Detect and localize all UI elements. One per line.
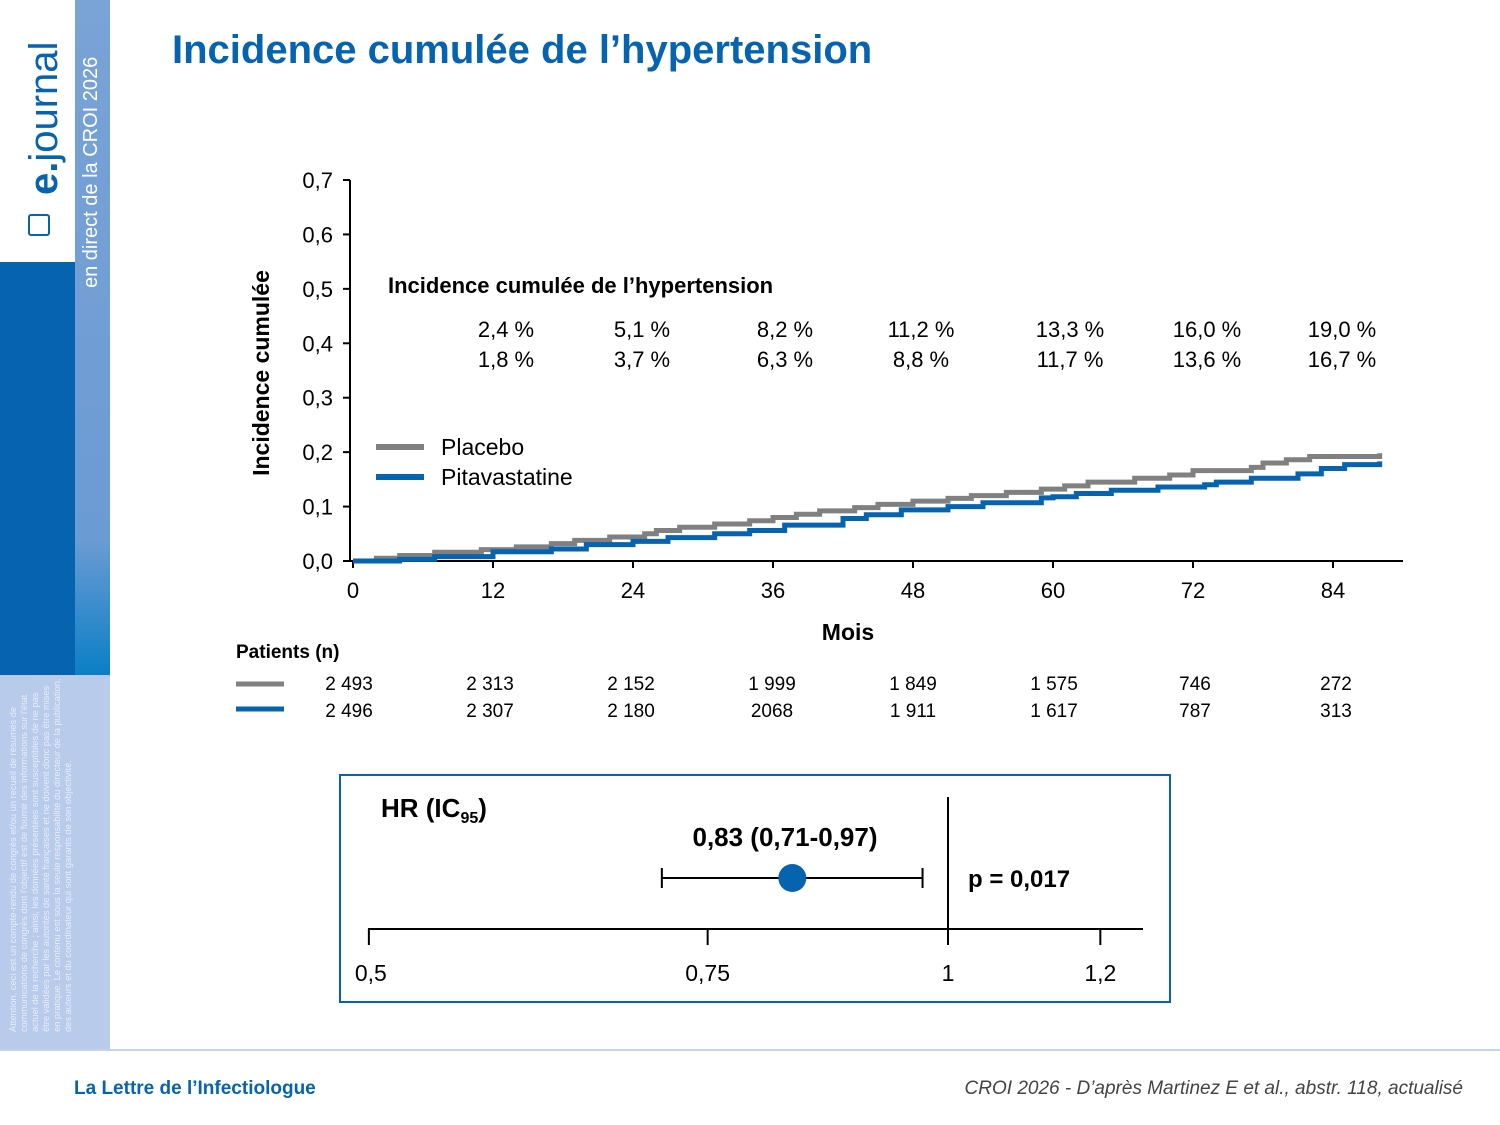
series-line-pitavastatine (353, 461, 1383, 564)
annotation-placebo: 8,2 % (757, 317, 813, 342)
annotation-pitavastatine: 11,7 % (1037, 347, 1104, 372)
x-tick-label: 24 (621, 578, 645, 603)
at-risk-pitavastatine: 2 180 (607, 701, 655, 722)
sidebar-accent (0, 262, 75, 675)
legend-label-pitavastatine: Pitavastatine (441, 464, 573, 490)
chart-title: Incidence cumulée de l’hypertension (388, 273, 773, 298)
sidebar-logo-area (0, 0, 75, 262)
y-tick-label: 0,7 (302, 168, 333, 193)
annotation-placebo: 19,0 % (1308, 317, 1377, 342)
document-chart-icon (28, 214, 50, 236)
at-risk-pitavastatine: 1 617 (1030, 701, 1078, 722)
source-citation: CROI 2026 - D’après Martinez E et al., a… (964, 1078, 1463, 1099)
y-axis-label: Incidence cumulée (248, 270, 274, 476)
at-risk-placebo: 2 493 (325, 674, 373, 695)
hr-box (339, 774, 1171, 1003)
x-tick-label: 48 (901, 578, 925, 603)
annotation-placebo: 11,2 % (888, 317, 955, 342)
at-risk-pitavastatine: 313 (1320, 701, 1352, 722)
hr-label: HR (IC95) (381, 793, 487, 827)
at-risk-label: Patients (n) (236, 642, 339, 663)
at-risk-placebo: 2 313 (466, 674, 514, 695)
annotation-pitavastatine: 8,8 % (893, 347, 949, 372)
at-risk-placebo: 746 (1179, 674, 1211, 695)
forest-tick-label: 1,2 (1084, 960, 1116, 986)
at-risk-pitavastatine: 2 496 (325, 701, 373, 722)
sidebar-disclaimer-area (0, 675, 110, 1050)
at-risk-pitavastatine: 2068 (751, 701, 793, 722)
annotation-pitavastatine: 3,7 % (614, 347, 670, 372)
x-tick-label: 60 (1041, 578, 1065, 603)
hr-value: 0,83 (0,71-0,97) (692, 822, 877, 852)
legend-label-placebo: Placebo (441, 434, 524, 460)
y-tick-label: 0,0 (302, 549, 333, 574)
y-tick-label: 0,6 (302, 222, 333, 247)
journal-name: La Lettre de l’Infectiologue (74, 1078, 316, 1099)
annotation-placebo: 2,4 % (478, 317, 534, 342)
forest-tick-label: 0,75 (685, 960, 730, 986)
annotation-placebo: 16,0 % (1173, 317, 1242, 342)
sidebar-strip (75, 0, 110, 675)
x-tick-label: 72 (1181, 578, 1205, 603)
at-risk-pitavastatine: 787 (1179, 701, 1211, 722)
y-tick-label: 0,5 (302, 277, 333, 302)
at-risk-placebo: 1 999 (748, 674, 796, 695)
x-tick-label: 84 (1321, 578, 1345, 603)
annotation-placebo: 13,3 % (1036, 317, 1105, 342)
forest-tick-label: 0,5 (355, 960, 387, 986)
at-risk-pitavastatine: 1 911 (890, 701, 936, 722)
at-risk-pitavastatine: 2 307 (466, 701, 514, 722)
annotation-placebo: 5,1 % (614, 317, 670, 342)
page-title: Incidence cumulée de l’hypertension (172, 28, 873, 72)
at-risk-placebo: 1 575 (1030, 674, 1078, 695)
annotation-pitavastatine: 6,3 % (757, 347, 813, 372)
x-tick-label: 36 (761, 578, 785, 603)
annotation-pitavastatine: 16,7 % (1308, 347, 1377, 372)
x-tick-label: 12 (481, 578, 505, 603)
p-value: p = 0,017 (968, 866, 1070, 893)
x-tick-label: 0 (347, 578, 359, 603)
y-tick-label: 0,1 (302, 495, 333, 520)
at-risk-placebo: 1 849 (889, 674, 937, 695)
footer-divider (0, 1049, 1500, 1051)
at-risk-placebo: 2 152 (607, 674, 655, 695)
forest-tick-label: 1 (942, 960, 955, 986)
annotation-pitavastatine: 1,8 % (478, 347, 534, 372)
annotation-pitavastatine: 13,6 % (1173, 347, 1242, 372)
y-tick-label: 0,4 (302, 331, 333, 356)
y-tick-label: 0,3 (302, 386, 333, 411)
at-risk-placebo: 272 (1320, 674, 1352, 695)
y-tick-label: 0,2 (302, 440, 333, 465)
hr-point (778, 864, 807, 892)
x-axis-label: Mois (822, 619, 874, 645)
